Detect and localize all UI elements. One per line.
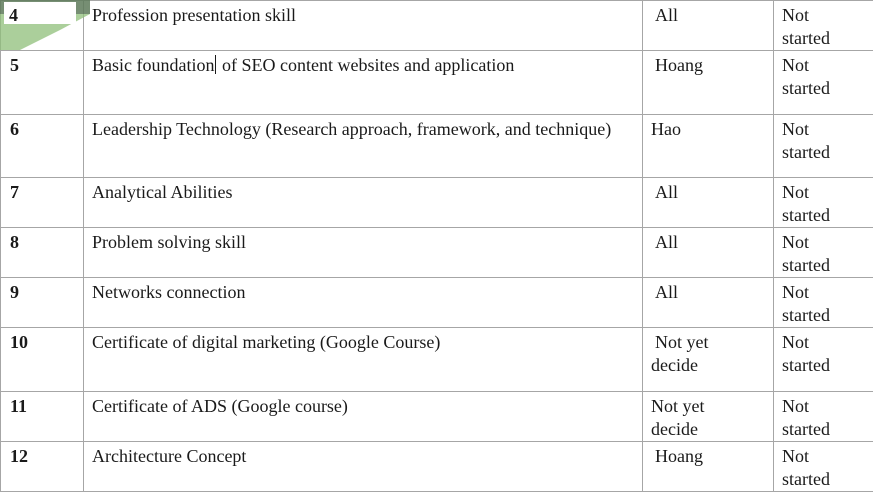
status-cell: Not started (774, 278, 873, 328)
owner-cell: All (643, 178, 774, 228)
row-number: 9 (1, 278, 84, 328)
task-cell: Profession presentation skill (84, 1, 643, 51)
status-line1: Not (782, 55, 809, 75)
task-cell: Basic foundation of SEO content websites… (84, 51, 643, 115)
owner-line2: decide (651, 355, 698, 375)
status-cell: Not started (774, 1, 873, 51)
row-number: 8 (1, 228, 84, 278)
row-number: 5 (1, 51, 84, 115)
table-row: 7 Analytical Abilities All Not started (1, 178, 873, 228)
table-row: 12 Architecture Concept Hoang Not started (1, 442, 873, 492)
status-cell: Not started (774, 442, 873, 492)
status-line2: started (782, 78, 830, 98)
status-line2: started (782, 305, 830, 325)
row-number: 11 (1, 392, 84, 442)
table-row: 6 Leadership Technology (Research approa… (1, 115, 873, 178)
status-line2: started (782, 28, 830, 48)
status-line1: Not (782, 5, 809, 25)
owner-cell: Not yet decide (643, 392, 774, 442)
owner-cell: Not yet decide (643, 328, 774, 392)
table-row: 5 Basic foundation of SEO content websit… (1, 51, 873, 115)
status-line2: started (782, 419, 830, 439)
task-text-part2: of SEO content websites and application (217, 55, 514, 75)
table-row: 9 Networks connection All Not started (1, 278, 873, 328)
owner-cell: All (643, 278, 774, 328)
owner-cell: All (643, 228, 774, 278)
owner-cell: All (643, 1, 774, 51)
status-line2: started (782, 469, 830, 489)
status-cell: Not started (774, 228, 873, 278)
status-line1: Not (782, 232, 809, 252)
status-line1: Not (782, 182, 809, 202)
status-line1: Not (782, 282, 809, 302)
status-line2: started (782, 205, 830, 225)
table-row: 10 Certificate of digital marketing (Goo… (1, 328, 873, 392)
status-line1: Not (782, 332, 809, 352)
status-line1: Not (782, 396, 809, 416)
task-cell: Problem solving skill (84, 228, 643, 278)
row-number: 6 (1, 115, 84, 178)
status-cell: Not started (774, 115, 873, 178)
owner-cell: Hoang (643, 51, 774, 115)
owner-line2: decide (651, 419, 698, 439)
owner-line1: Not yet (651, 396, 705, 416)
status-line2: started (782, 255, 830, 275)
table-row: 11 Certificate of ADS (Google course) No… (1, 392, 873, 442)
status-cell: Not started (774, 178, 873, 228)
owner-line1: Not yet (651, 332, 709, 352)
status-line2: started (782, 355, 830, 375)
task-cell: Certificate of digital marketing (Google… (84, 328, 643, 392)
task-cell: Analytical Abilities (84, 178, 643, 228)
owner-cell: Hoang (643, 442, 774, 492)
task-cell: Architecture Concept (84, 442, 643, 492)
owner-cell: Hao (643, 115, 774, 178)
status-line2: started (782, 142, 830, 162)
status-line1: Not (782, 446, 809, 466)
row-number: 4 (9, 4, 18, 27)
task-cell: Networks connection (84, 278, 643, 328)
status-cell: Not started (774, 328, 873, 392)
table-row: Profession presentation skill All Not sta… (1, 1, 873, 51)
row-number: 12 (1, 442, 84, 492)
row-number: 7 (1, 178, 84, 228)
task-text-part1: Basic foundation (92, 55, 214, 75)
status-cell: Not started (774, 51, 873, 115)
table-row: 8 Problem solving skill All Not started (1, 228, 873, 278)
task-cell: Certificate of ADS (Google course) (84, 392, 643, 442)
task-cell: Leadership Technology (Research approach… (84, 115, 643, 178)
status-line1: Not (782, 119, 809, 139)
row-number: 10 (1, 328, 84, 392)
status-cell: Not started (774, 392, 873, 442)
